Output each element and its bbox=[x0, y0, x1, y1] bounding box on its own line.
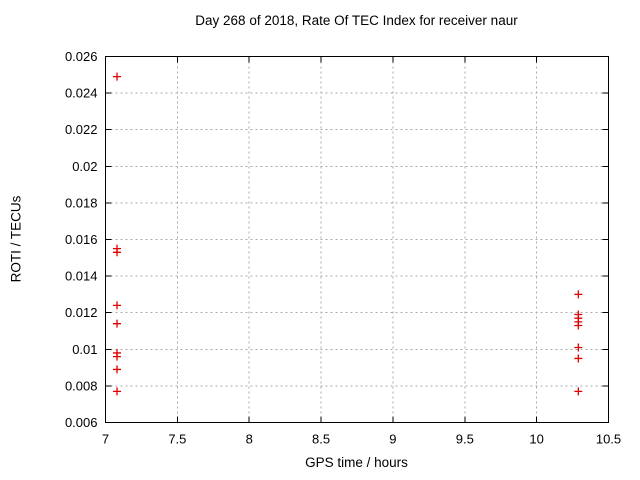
y-tick-label: 0.008 bbox=[65, 378, 98, 393]
x-axis-label: GPS time / hours bbox=[305, 455, 408, 470]
data-point bbox=[574, 387, 583, 396]
y-tick-label: 0.024 bbox=[65, 86, 98, 101]
plot-title: Day 268 of 2018, Rate Of TEC Index for r… bbox=[195, 13, 518, 28]
data-point bbox=[112, 365, 121, 374]
y-tick-label: 0.026 bbox=[65, 49, 98, 64]
y-tick-label: 0.01 bbox=[72, 342, 97, 357]
y-tick-label: 0.006 bbox=[65, 415, 98, 430]
x-tick-label: 7.5 bbox=[168, 432, 186, 447]
x-tick-label: 8.5 bbox=[312, 432, 330, 447]
y-tick-label: 0.018 bbox=[65, 195, 98, 210]
data-point bbox=[112, 248, 121, 257]
data-point bbox=[112, 319, 121, 328]
y-tick-label: 0.014 bbox=[65, 269, 98, 284]
data-point bbox=[574, 290, 583, 299]
x-tick-label: 10 bbox=[529, 432, 543, 447]
data-point bbox=[574, 354, 583, 363]
x-tick-label: 10.5 bbox=[596, 432, 621, 447]
x-tick-label: 7 bbox=[102, 432, 109, 447]
x-tick-label: 9 bbox=[389, 432, 396, 447]
data-point bbox=[574, 321, 583, 330]
data-point bbox=[112, 387, 121, 396]
data-point bbox=[112, 301, 121, 310]
y-tick-label: 0.02 bbox=[72, 159, 97, 174]
data-point bbox=[574, 343, 583, 352]
x-tick-label: 8 bbox=[246, 432, 253, 447]
data-point bbox=[112, 72, 121, 81]
y-tick-label: 0.012 bbox=[65, 305, 98, 320]
x-tick-label: 9.5 bbox=[456, 432, 474, 447]
data-point bbox=[112, 352, 121, 361]
y-tick-label: 0.022 bbox=[65, 122, 98, 137]
y-tick-label: 0.016 bbox=[65, 232, 98, 247]
